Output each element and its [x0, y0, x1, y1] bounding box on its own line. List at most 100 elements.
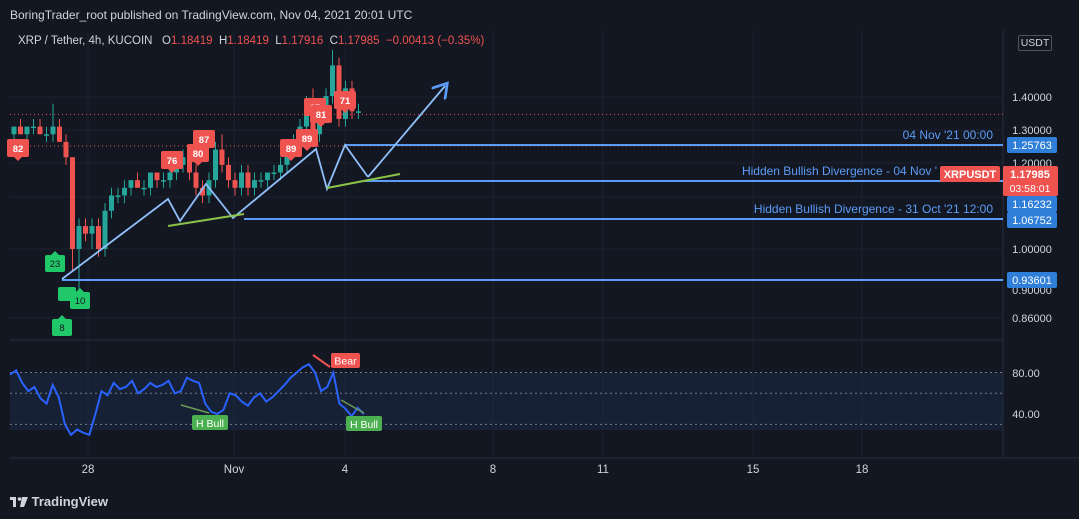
symbol-tag	[940, 166, 1000, 182]
projection-arrow	[367, 86, 445, 178]
bear-signal-text: 89	[302, 134, 313, 145]
current-price-tag: XRPUSDT 1.17985 03:58:01	[940, 166, 1058, 196]
bull-signal-marker	[58, 287, 76, 301]
price-axis-tick: 0.86000	[1012, 313, 1052, 325]
candle-body	[271, 172, 277, 174]
candle-body	[148, 172, 153, 188]
tradingview-brand: TradingView	[31, 494, 108, 509]
candle-body	[11, 126, 17, 135]
candle-body	[226, 164, 231, 181]
candle-body	[128, 180, 134, 188]
time-axis-tick: 18	[856, 464, 869, 476]
rsi-axis-tick: 40.00	[1012, 409, 1040, 421]
candle-body	[96, 226, 101, 249]
rsi-hbull-label: H Bull	[346, 416, 382, 431]
candle-body	[232, 180, 238, 188]
candle-body	[252, 180, 257, 188]
candle-body	[83, 226, 88, 234]
price-tag-1-16232: 1.16232	[1007, 196, 1057, 212]
candle-body	[187, 157, 192, 173]
close-label: C	[329, 35, 338, 47]
candle-body	[284, 149, 290, 165]
candle-body	[50, 126, 56, 135]
bear-signal-text: 71	[340, 96, 351, 107]
countdown-text: 03:58:01	[1010, 183, 1051, 195]
price-axis-tick: 1.40000	[1012, 92, 1052, 104]
candle-body	[57, 126, 62, 142]
time-axis-tick: 8	[490, 464, 496, 476]
low-value: 1.17916	[281, 35, 324, 47]
candle-body	[258, 180, 264, 182]
header-bar: BoringTrader_root published on TradingVi…	[0, 0, 1079, 30]
currency-button[interactable]: USDT	[1018, 35, 1052, 51]
candle-body	[37, 126, 43, 135]
high-label: H	[218, 35, 228, 47]
change-value: −0.00413 (−0.35%)	[385, 35, 485, 47]
bull-signal-text: 23	[50, 259, 61, 270]
tradingview-logo-icon	[10, 495, 28, 507]
candle-body	[265, 172, 270, 181]
bear-signal-text: 87	[199, 135, 210, 146]
time-axis-tick: 4	[342, 464, 349, 476]
candle-body	[154, 172, 160, 181]
current-price-text: 1.17985	[1010, 169, 1050, 181]
candle-body	[122, 187, 127, 196]
candle-body	[115, 195, 121, 197]
rsi-bear-text: Bear	[334, 356, 357, 368]
symbol-legend[interactable]: XRP / Tether, 4h, KUCOIN O1.18419 H1.184…	[18, 35, 484, 47]
symbol-tag-text: XRPUSDT	[944, 169, 997, 181]
price-tag-text: 1.06752	[1012, 215, 1052, 227]
bear-signal-text: 89	[286, 144, 297, 155]
candle-body	[161, 180, 166, 182]
time-axis-tick: Nov	[224, 464, 245, 476]
candle-body	[213, 149, 218, 181]
support-trendline	[326, 173, 401, 189]
rsi-bear-line	[312, 354, 331, 368]
candle-body	[109, 195, 114, 211]
tradingview-logo[interactable]: TradingView	[10, 494, 108, 509]
candle-body	[330, 65, 335, 96]
price-tag-text: 0.93601	[1012, 275, 1052, 287]
rsi-divergence-line	[340, 399, 365, 414]
candle-body	[63, 141, 69, 158]
time-axis-tick: 15	[747, 464, 760, 476]
footer	[0, 486, 1079, 519]
open-label: O	[162, 35, 171, 47]
bear-signal-text: 82	[13, 144, 24, 155]
support-trendline	[167, 213, 245, 227]
price-tag-1-25763: 1.25763	[1007, 137, 1057, 153]
publisher-text: BoringTrader_root published on TradingVi…	[10, 8, 413, 22]
time-axis-tick: 28	[82, 464, 95, 476]
bull-signal-marker: 8	[52, 315, 72, 336]
bear-signal-marker: 87	[193, 130, 215, 152]
bear-signal-marker: 76	[161, 151, 183, 173]
rsi-line	[9, 362, 365, 437]
rsi-axis-tick: 80.00	[1012, 368, 1040, 380]
bull-signal-text: 10	[75, 296, 86, 307]
candle-body	[24, 126, 30, 135]
candle-body	[193, 172, 199, 188]
price-axis-tick: 1.00000	[1012, 244, 1052, 256]
zigzag-pattern	[61, 143, 369, 280]
candle-body	[239, 172, 244, 188]
bear-signal-marker: 81	[310, 105, 332, 127]
candle-body	[31, 126, 36, 129]
rsi-hbull-text: H Bull	[196, 418, 224, 430]
candle-body	[44, 134, 49, 136]
price-tag-1-06752: 1.06752	[1007, 212, 1057, 228]
candle-body	[278, 164, 283, 173]
close-value: 1.17985	[337, 35, 380, 47]
level-label-nov4: 04 Nov '21 00:00	[903, 128, 994, 142]
candle-body	[200, 187, 205, 196]
bear-signal-text: 76	[167, 156, 178, 167]
rsi-hbull-label: H Bull	[192, 415, 228, 430]
candle-body	[356, 111, 361, 113]
candle-body	[141, 187, 147, 190]
bear-signal-marker: 82	[7, 139, 29, 161]
candle-body	[245, 172, 251, 188]
rsi-band	[10, 372, 1003, 430]
low-label: L	[275, 35, 282, 47]
level-label-hbd-oct31: Hidden Bullish Divergence - 31 Oct '21 1…	[754, 202, 993, 216]
high-value: 1.18419	[227, 35, 269, 47]
